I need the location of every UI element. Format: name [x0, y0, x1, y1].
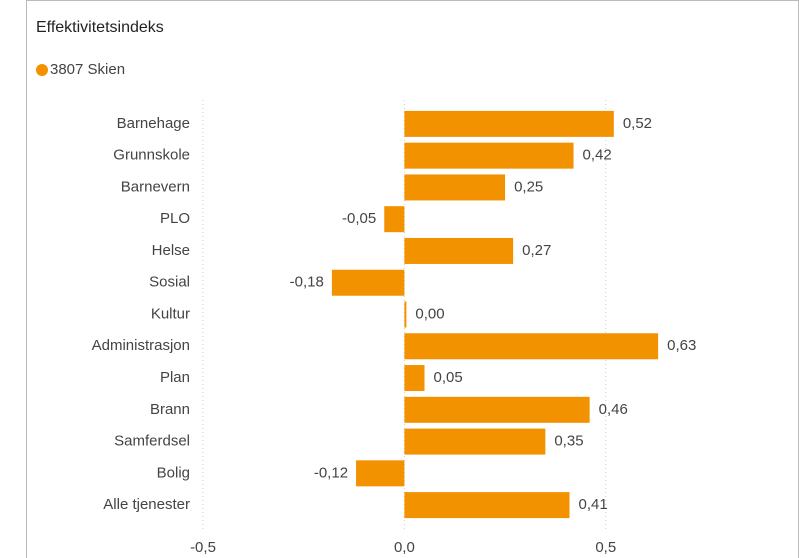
bar: [404, 333, 659, 360]
y-tick-label: Plan: [160, 369, 190, 386]
y-tick-label: Helse: [152, 242, 190, 259]
value-label: 0,05: [434, 369, 463, 386]
value-label: 0,00: [415, 305, 444, 322]
bar: [404, 174, 506, 201]
y-tick-label: Barnehage: [117, 115, 190, 132]
y-tick-label: Samferdsel: [114, 433, 190, 450]
bar: [356, 460, 405, 487]
value-label: 0,35: [554, 433, 583, 450]
value-label: 0,63: [667, 337, 696, 354]
y-tick-label: Alle tjenester: [103, 496, 190, 513]
x-tick-label: 0,0: [394, 539, 415, 556]
bar: [331, 269, 405, 296]
value-label: 0,27: [522, 242, 551, 259]
bar: [404, 365, 425, 392]
y-tick-label: Barnevern: [121, 178, 190, 195]
bar: [404, 237, 514, 264]
value-label: -0,18: [290, 274, 324, 291]
x-tick-label: -0,5: [190, 539, 216, 556]
bar: [404, 428, 546, 455]
y-tick-label: Kultur: [151, 305, 190, 322]
chart-title: Effektivitetsindeks: [36, 19, 164, 36]
bar: [384, 206, 405, 233]
value-label: 0,46: [599, 401, 628, 418]
bar: [404, 110, 614, 137]
value-label: 0,52: [623, 115, 652, 132]
visual-border: [26, 0, 799, 558]
value-label: 0,41: [579, 496, 608, 513]
y-tick-label: Administrasjon: [92, 337, 190, 354]
y-tick-label: Grunnskole: [113, 147, 190, 164]
legend-marker: [36, 64, 48, 76]
value-label: -0,12: [314, 464, 348, 481]
bar: [404, 396, 590, 423]
bar: [404, 492, 570, 519]
value-label: -0,05: [342, 210, 376, 227]
y-tick-label: Sosial: [149, 274, 190, 291]
value-label: 0,42: [583, 147, 612, 164]
legend-label: 3807 Skien: [50, 61, 125, 78]
x-tick-label: 0,5: [595, 539, 616, 556]
bar: [404, 301, 407, 328]
y-tick-label: Brann: [150, 401, 190, 418]
value-label: 0,25: [514, 178, 543, 195]
bar: [404, 142, 574, 169]
y-tick-label: PLO: [160, 210, 190, 227]
y-tick-label: Bolig: [157, 464, 190, 481]
